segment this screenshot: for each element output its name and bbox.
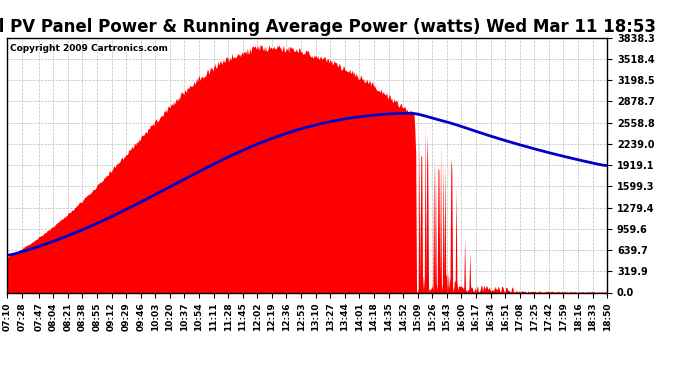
Text: Copyright 2009 Cartronics.com: Copyright 2009 Cartronics.com (10, 44, 168, 53)
Title: Total PV Panel Power & Running Average Power (watts) Wed Mar 11 18:53: Total PV Panel Power & Running Average P… (0, 18, 656, 36)
